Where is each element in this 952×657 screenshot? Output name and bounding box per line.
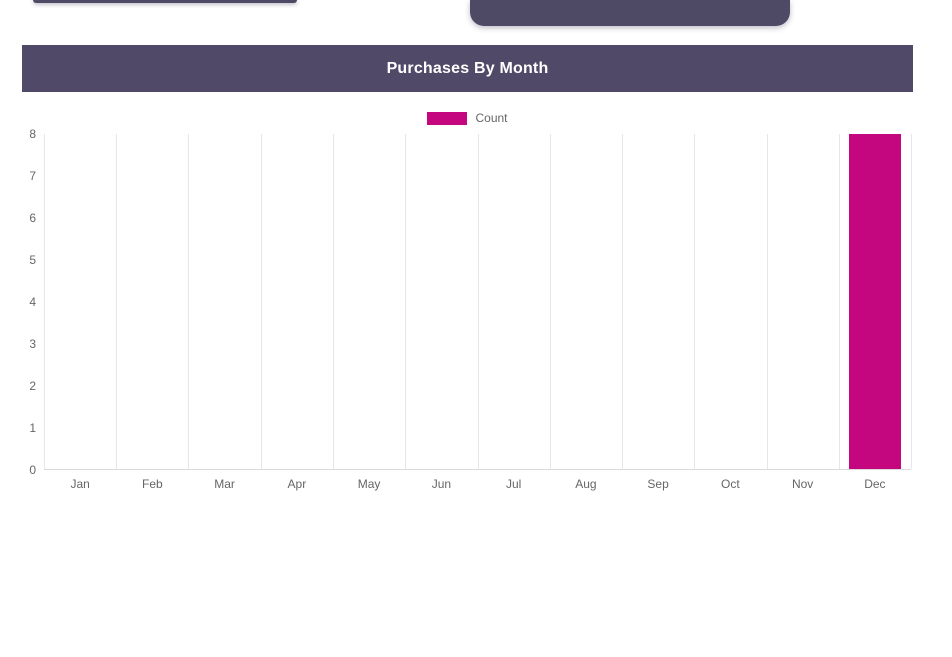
- y-tick-label: 6: [29, 211, 36, 225]
- gridline-vertical: [549, 134, 551, 469]
- y-tick-label: 4: [29, 295, 36, 309]
- gridline-vertical: [911, 134, 912, 469]
- x-tick-label: Apr: [287, 477, 307, 491]
- gridline-vertical: [766, 134, 768, 469]
- y-tick-label: 3: [29, 337, 36, 351]
- x-tick-label: Dec: [864, 477, 886, 491]
- gridline-vertical: [116, 134, 118, 469]
- x-tick-label: Oct: [721, 477, 740, 491]
- y-tick-label: 7: [29, 169, 36, 183]
- chart: Count 0 1 2 3 4 5 6 7 8 Jan Feb Mar Apr May Jun Jul Aug…: [22, 92, 913, 510]
- card-header: Purchases By Month: [22, 45, 913, 92]
- gridline-vertical: [188, 134, 190, 469]
- partial-panel-top-right: [470, 0, 790, 26]
- gridline-vertical: [405, 134, 407, 469]
- y-tick-label: 1: [29, 421, 36, 435]
- card-title: Purchases By Month: [386, 59, 549, 77]
- purchases-card: Purchases By Month Count 0 1 2 3 4 5 6 7 8 Jan Fe…: [22, 45, 913, 510]
- gridline-vertical: [838, 134, 840, 469]
- x-tick-label: Jun: [431, 477, 452, 491]
- legend-swatch: [427, 111, 468, 125]
- gridline-vertical: [332, 134, 334, 469]
- gridline-vertical: [694, 134, 696, 469]
- gridline-vertical: [260, 134, 262, 469]
- x-tick-label: Jul: [505, 477, 522, 491]
- x-tick-label: Aug: [575, 477, 597, 491]
- gridline-vertical: [44, 134, 45, 469]
- x-tick-label: May: [357, 477, 381, 491]
- y-tick-label: 8: [29, 127, 36, 141]
- x-tick-label: Jan: [70, 477, 90, 491]
- x-tick-label: Sep: [647, 477, 669, 491]
- y-tick-label: 2: [29, 379, 36, 393]
- y-tick-label: 0: [29, 463, 36, 477]
- gridline-vertical: [621, 134, 623, 469]
- plot-area: Jan Feb Mar Apr May Jun Jul Aug Sep Oct Nov Dec: [44, 134, 912, 491]
- x-tick-label: Feb: [142, 477, 163, 491]
- gridline-vertical: [477, 134, 479, 469]
- y-axis: 0 1 2 3 4 5 6 7 8: [22, 128, 36, 476]
- partial-panel-top-left: [33, 0, 297, 3]
- x-tick-label: Nov: [791, 477, 814, 491]
- x-tick-label: Mar: [214, 477, 235, 491]
- chart-legend[interactable]: Count: [22, 111, 913, 125]
- y-tick-label: 5: [29, 253, 36, 267]
- bar-dec[interactable]: [848, 134, 901, 469]
- legend-label: Count: [475, 111, 508, 125]
